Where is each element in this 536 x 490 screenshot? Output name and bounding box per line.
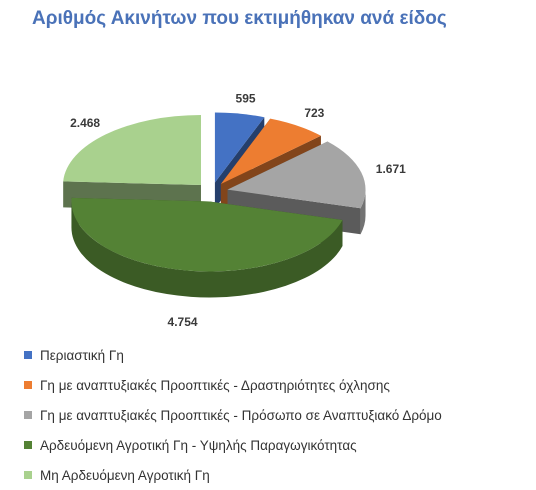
data-label: 723 [304,106,324,120]
chart-legend: Περιαστική Γη Γη με αναπτυξιακές Προοπτικ… [24,340,442,490]
legend-swatch [24,381,32,389]
legend-swatch [24,471,32,479]
legend-item: Περιαστική Γη [24,340,442,370]
data-label: 4.754 [168,315,198,329]
legend-label: Περιαστική Γη [40,347,124,363]
legend-swatch [24,351,32,359]
legend-item: Μη Αρδευόμενη Αγροτική Γη [24,460,442,490]
legend-label: Αρδευόμενη Αγροτική Γη - Υψηλής Παραγωγι… [40,437,357,453]
data-label: 595 [236,92,256,106]
legend-swatch [24,411,32,419]
data-label: 1.671 [376,162,406,176]
legend-item: Αρδευόμενη Αγροτική Γη - Υψηλής Παραγωγι… [24,430,442,460]
legend-swatch [24,441,32,449]
chart-title: Αριθμός Ακινήτων που εκτιμήθηκαν ανά είδ… [32,8,447,29]
pie-slice [71,197,343,298]
legend-label: Γη με αναπτυξιακές Προοπτικές - Δραστηρι… [40,377,390,393]
legend-item: Γη με αναπτυξιακές Προοπτικές - Δραστηρι… [24,370,442,400]
legend-label: Μη Αρδευόμενη Αγροτική Γη [40,467,210,483]
legend-item: Γη με αναπτυξιακές Προοπτικές - Πρόσωπο … [24,400,442,430]
pie-chart: 595 723 1.671 4.754 2.468 [63,92,406,329]
data-label: 2.468 [70,116,100,130]
legend-label: Γη με αναπτυξιακές Προοπτικές - Πρόσωπο … [40,407,442,423]
